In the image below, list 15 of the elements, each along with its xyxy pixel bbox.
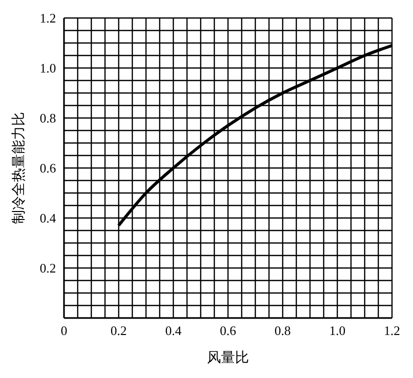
y-tick-label: 0.8 xyxy=(40,110,56,126)
y-tick-label: 1.0 xyxy=(40,60,56,76)
x-tick-label: 1.2 xyxy=(384,323,400,338)
y-axis-title: 制冷全热量能力比 xyxy=(10,112,26,224)
x-tick-label: 0 xyxy=(60,323,68,338)
y-tick-label: 0.6 xyxy=(40,160,56,176)
x-tick-label: 1.0 xyxy=(329,323,346,338)
y-tick-label: 1.2 xyxy=(40,10,56,26)
x-tick-label: 0.2 xyxy=(110,323,127,338)
x-axis-title: 风量比 xyxy=(207,349,249,365)
x-tick-label: 0.6 xyxy=(220,323,237,338)
x-tick-label: 0.4 xyxy=(165,323,182,338)
y-tick-label: 0.4 xyxy=(40,210,56,226)
x-tick-label: 0.8 xyxy=(274,323,291,338)
y-tick-label: 0.2 xyxy=(40,260,56,276)
